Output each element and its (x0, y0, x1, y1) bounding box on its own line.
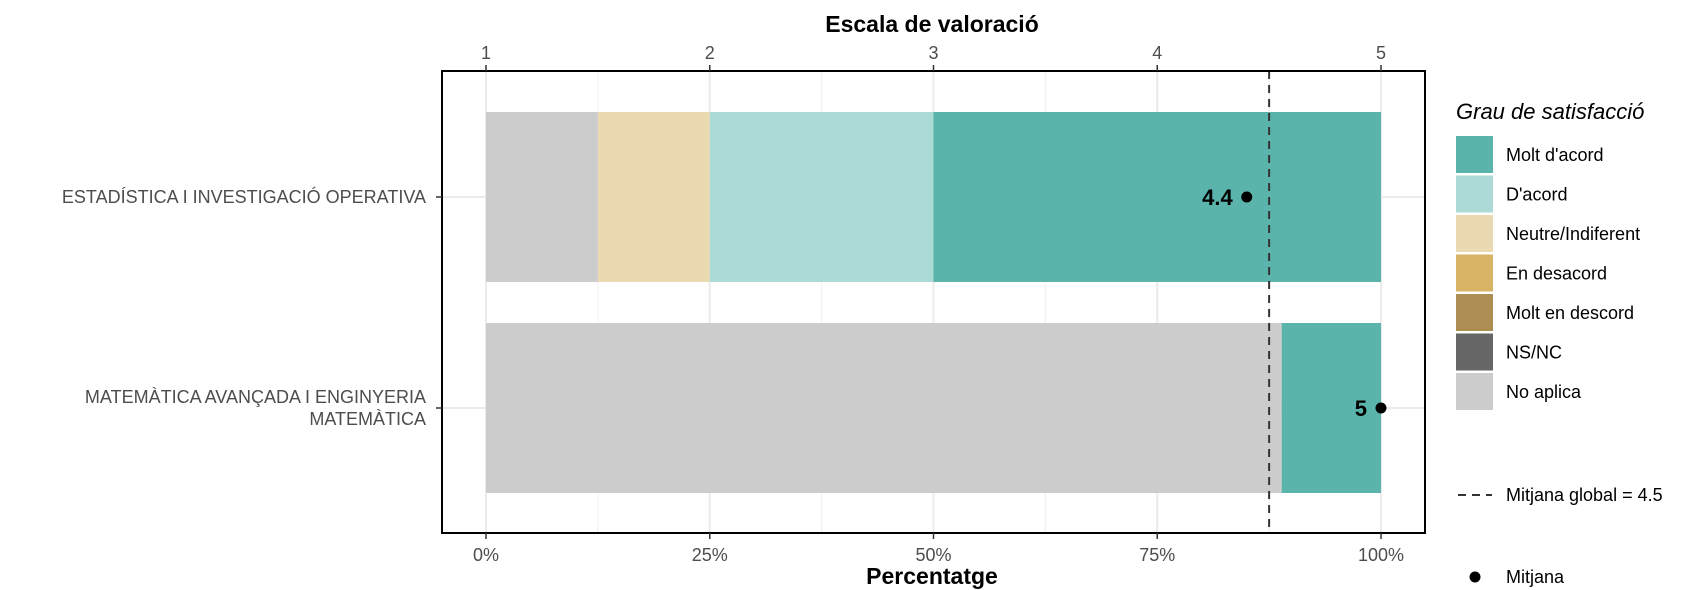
legend-title: Grau de satisfacció (1456, 99, 1644, 124)
bar-segment (1281, 323, 1381, 493)
bar-segment (486, 112, 598, 282)
bar-segment (597, 112, 710, 282)
mean-point (1241, 191, 1253, 203)
top-tick-label: 5 (1376, 43, 1386, 63)
legend-global-mean-label: Mitjana global = 4.5 (1506, 485, 1663, 505)
category-label: MATEMÀTICA AVANÇADA I ENGINYERIA (85, 387, 426, 407)
mean-point (1375, 402, 1387, 414)
mean-value-label: 5 (1355, 396, 1367, 421)
top-tick-label: 2 (705, 43, 715, 63)
legend-mean-label: Mitjana (1506, 567, 1565, 587)
bar-segment (933, 112, 1381, 282)
legend-mean-key (1469, 571, 1481, 583)
legend-item-label: D'acord (1506, 185, 1567, 205)
bar-segment (709, 112, 934, 282)
legend-swatch (1456, 136, 1493, 173)
mean-overlay: 4.45 (1202, 71, 1387, 533)
legend: Grau de satisfacció Molt d'acord D'acord Ne… (1456, 99, 1663, 587)
legend-item-label: No aplica (1506, 382, 1582, 402)
mean-value-label: 4.4 (1202, 185, 1233, 210)
top-tick-label: 1 (481, 43, 491, 63)
legend-item-label: Neutre/Indiferent (1506, 224, 1640, 244)
axes: 0% 25% 50% 75% 100% 1 2 3 4 5 ESTADÍSTICA I INVEST… (62, 43, 1404, 565)
bottom-tick-label: 75% (1139, 545, 1175, 565)
legend-item-label: NS/NC (1506, 343, 1562, 363)
bottom-tick-label: 0% (473, 545, 499, 565)
category-label: ESTADÍSTICA I INVESTIGACIÓ OPERATIVA (62, 186, 426, 207)
legend-item-label: Molt d'acord (1506, 145, 1603, 165)
bottom-axis-title: Percentatge (866, 563, 998, 589)
bar-segment (486, 323, 1282, 493)
legend-item-label: Molt en descord (1506, 303, 1634, 323)
legend-swatch (1456, 333, 1493, 371)
top-tick-label: 3 (928, 43, 938, 63)
bottom-tick-label: 25% (692, 545, 728, 565)
legend-swatch (1456, 175, 1493, 213)
bottom-tick-label: 100% (1358, 545, 1404, 565)
bars (486, 112, 1381, 493)
legend-swatch (1456, 254, 1493, 292)
legend-swatch (1456, 215, 1493, 252)
top-axis-title: Escala de valoració (825, 11, 1039, 37)
top-tick-label: 4 (1152, 43, 1162, 63)
bottom-tick-label: 50% (915, 545, 951, 565)
legend-swatch (1456, 373, 1493, 410)
category-label: MATEMÀTICA (309, 409, 426, 429)
legend-item-label: En desacord (1506, 264, 1607, 284)
legend-swatch (1456, 294, 1493, 331)
